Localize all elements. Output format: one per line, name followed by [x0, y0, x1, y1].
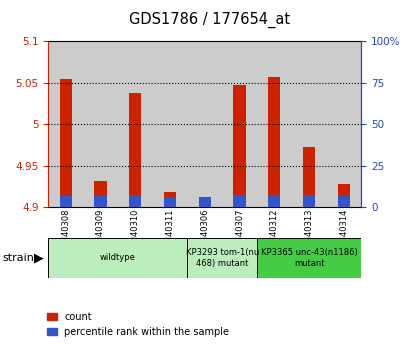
- Text: strain: strain: [2, 253, 34, 263]
- Text: KP3365 unc-43(n1186)
mutant: KP3365 unc-43(n1186) mutant: [261, 248, 357, 268]
- Bar: [187, 238, 257, 278]
- Bar: [60, 79, 72, 207]
- Bar: [338, 196, 350, 207]
- Bar: [291, 41, 326, 207]
- Bar: [94, 196, 107, 207]
- Bar: [129, 93, 141, 207]
- Bar: [257, 238, 361, 278]
- Bar: [234, 85, 246, 207]
- Bar: [164, 197, 176, 207]
- Legend: count, percentile rank within the sample: count, percentile rank within the sample: [47, 312, 229, 337]
- Text: GDS1786 / 177654_at: GDS1786 / 177654_at: [129, 12, 291, 28]
- Bar: [303, 147, 315, 207]
- Bar: [48, 238, 187, 278]
- Bar: [303, 195, 315, 207]
- Text: ▶: ▶: [34, 252, 44, 264]
- Bar: [60, 196, 72, 207]
- Bar: [152, 41, 187, 207]
- Bar: [234, 195, 246, 207]
- Bar: [268, 195, 281, 207]
- Bar: [199, 197, 211, 207]
- Bar: [187, 41, 222, 207]
- Bar: [199, 198, 211, 207]
- Bar: [164, 192, 176, 207]
- Bar: [129, 195, 141, 207]
- Bar: [48, 41, 83, 207]
- Bar: [222, 41, 257, 207]
- Bar: [118, 41, 152, 207]
- Bar: [257, 41, 291, 207]
- Bar: [268, 77, 281, 207]
- Text: KP3293 tom-1(nu
468) mutant: KP3293 tom-1(nu 468) mutant: [186, 248, 259, 268]
- Bar: [338, 184, 350, 207]
- Bar: [83, 41, 118, 207]
- Bar: [94, 180, 107, 207]
- Bar: [326, 41, 361, 207]
- Text: wildtype: wildtype: [100, 253, 136, 263]
